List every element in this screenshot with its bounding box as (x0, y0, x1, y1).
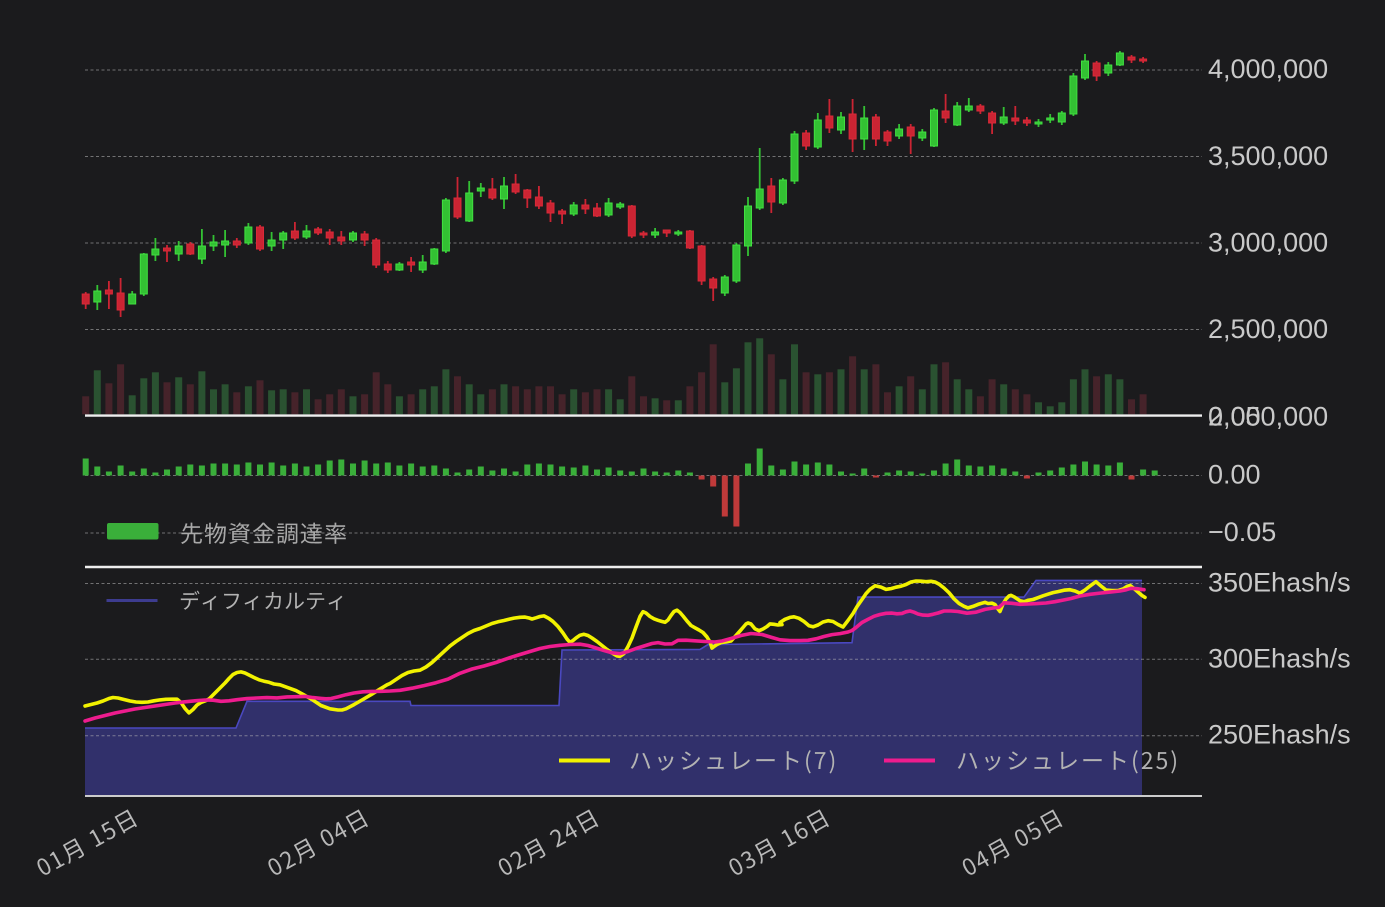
svg-text:2,000,000: 2,000,000 (1208, 402, 1328, 432)
svg-text:250Ehash/s: 250Ehash/s (1208, 720, 1351, 750)
svg-text:3,000,000: 3,000,000 (1208, 228, 1328, 258)
svg-text:300Ehash/s: 300Ehash/s (1208, 643, 1351, 673)
svg-text:4,000,000: 4,000,000 (1208, 54, 1328, 84)
svg-text:3,500,000: 3,500,000 (1208, 141, 1328, 171)
svg-text:350Ehash/s: 350Ehash/s (1208, 568, 1351, 598)
svg-text:2,500,000: 2,500,000 (1208, 314, 1328, 344)
svg-text:0.00: 0.00 (1208, 460, 1261, 490)
svg-text:0.05: 0.05 (1208, 402, 1261, 432)
svg-text:−0.05: −0.05 (1208, 517, 1276, 547)
